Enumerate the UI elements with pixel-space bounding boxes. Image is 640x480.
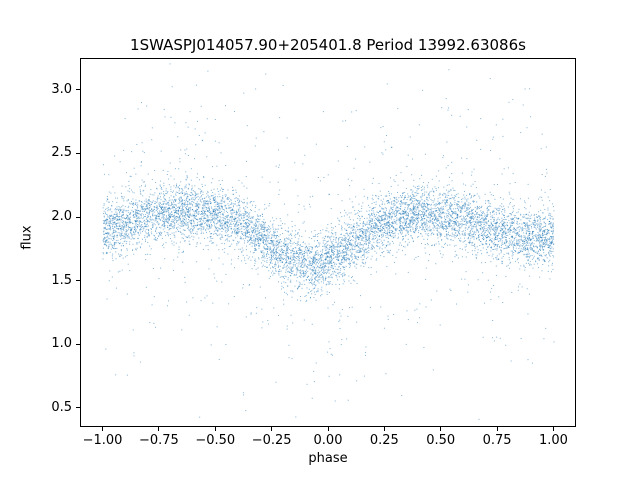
x-tick-mark	[102, 427, 104, 431]
y-tick-mark	[76, 216, 80, 218]
x-tick-mark	[327, 427, 329, 431]
x-tick-label: 0.50	[426, 433, 456, 448]
y-tick-mark	[76, 89, 80, 91]
x-tick-mark	[552, 427, 554, 431]
axes-frame	[80, 58, 576, 427]
x-tick-mark	[383, 427, 385, 431]
x-tick-mark	[271, 427, 273, 431]
y-tick-mark	[76, 343, 80, 345]
y-tick-label: 2.5	[51, 145, 72, 161]
x-tick-label: 1.00	[538, 433, 568, 448]
x-tick-label: −0.25	[251, 433, 292, 448]
y-axis-label: flux	[19, 225, 35, 250]
x-tick-label: 0.25	[369, 433, 399, 448]
x-tick-mark	[496, 427, 498, 431]
x-tick-mark	[158, 427, 160, 431]
x-tick-label: −0.75	[138, 433, 179, 448]
y-tick-label: 3.0	[51, 81, 72, 97]
x-tick-mark	[440, 427, 442, 431]
y-tick-mark	[76, 407, 80, 409]
y-tick-label: 2.0	[51, 209, 72, 225]
x-tick-label: −1.00	[82, 433, 123, 448]
y-tick-label: 1.5	[51, 272, 72, 288]
y-tick-label: 1.0	[51, 336, 72, 352]
chart-title: 1SWASPJ014057.90+205401.8 Period 13992.6…	[130, 36, 526, 54]
x-axis-label: phase	[308, 451, 348, 466]
y-tick-label: 0.5	[51, 399, 72, 415]
x-tick-label: 0.00	[313, 433, 343, 448]
x-tick-label: 0.75	[482, 433, 512, 448]
x-tick-label: −0.50	[195, 433, 236, 448]
y-tick-mark	[76, 280, 80, 282]
y-tick-mark	[76, 152, 80, 154]
x-tick-mark	[214, 427, 216, 431]
